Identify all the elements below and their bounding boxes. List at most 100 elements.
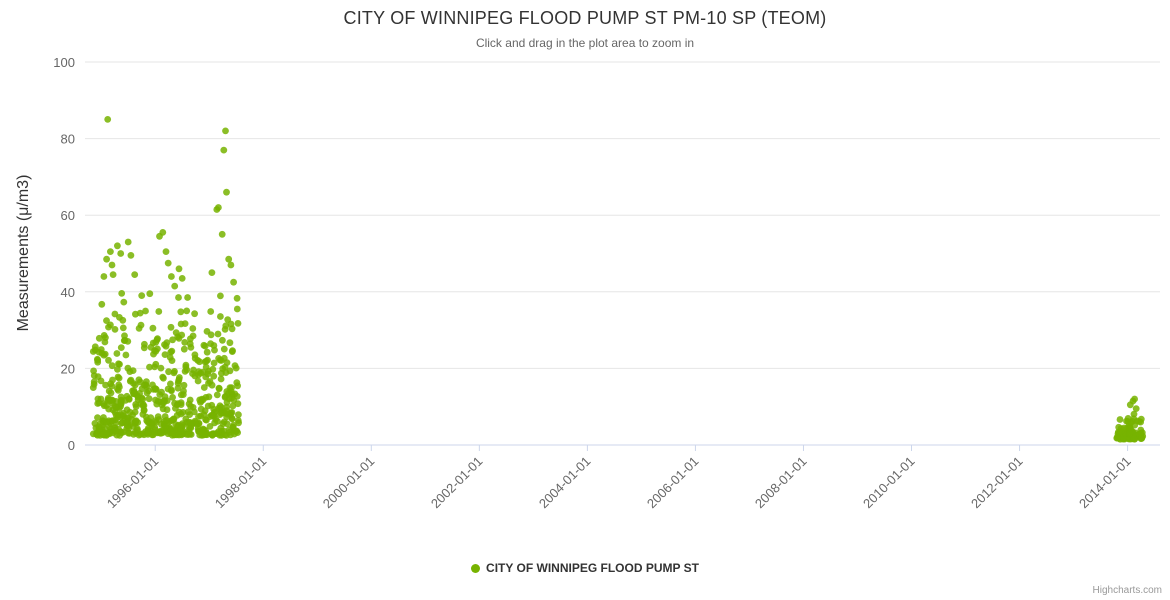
data-point[interactable] [223, 359, 231, 366]
data-point[interactable] [181, 339, 189, 346]
data-point[interactable] [132, 310, 139, 318]
data-point[interactable] [167, 380, 174, 388]
data-point[interactable] [235, 411, 242, 419]
data-point[interactable] [196, 396, 204, 404]
data-point[interactable] [102, 381, 109, 389]
data-point[interactable] [204, 356, 211, 364]
data-point[interactable] [218, 369, 225, 377]
data-point[interactable] [145, 395, 153, 403]
data-point[interactable] [184, 294, 192, 301]
data-point[interactable] [218, 230, 226, 238]
data-point[interactable] [178, 331, 186, 339]
data-point[interactable] [155, 308, 163, 315]
data-point[interactable] [203, 348, 211, 356]
data-point[interactable] [220, 146, 228, 154]
data-point[interactable] [230, 278, 238, 286]
data-point[interactable] [125, 395, 133, 403]
data-point[interactable] [142, 307, 149, 315]
data-point[interactable] [127, 252, 135, 259]
data-point[interactable] [227, 320, 235, 328]
data-point[interactable] [217, 357, 225, 364]
data-point[interactable] [226, 429, 233, 436]
data-point[interactable] [223, 188, 230, 196]
data-point[interactable] [180, 387, 187, 395]
data-point[interactable] [105, 356, 112, 364]
data-point[interactable] [194, 377, 202, 385]
data-point[interactable] [119, 324, 127, 332]
data-point[interactable] [228, 348, 236, 355]
data-point[interactable] [202, 416, 210, 423]
data-point[interactable] [232, 364, 240, 372]
data-point[interactable] [141, 381, 148, 389]
data-point[interactable] [118, 396, 125, 404]
data-point[interactable] [183, 307, 191, 315]
data-point[interactable] [226, 339, 234, 347]
data-point[interactable] [131, 408, 139, 416]
data-point[interactable] [210, 405, 218, 413]
data-point[interactable] [191, 354, 199, 362]
data-point[interactable] [181, 320, 189, 327]
data-point[interactable] [174, 384, 182, 392]
data-point[interactable] [177, 427, 185, 435]
data-point[interactable] [139, 410, 147, 418]
data-point[interactable] [111, 403, 119, 410]
data-point[interactable] [114, 373, 122, 381]
data-point[interactable] [228, 415, 236, 422]
data-point[interactable] [196, 431, 204, 439]
data-point[interactable] [108, 362, 116, 370]
data-point[interactable] [179, 422, 187, 429]
data-point[interactable] [107, 248, 114, 256]
data-point[interactable] [197, 412, 205, 420]
data-point[interactable] [135, 325, 143, 332]
data-point[interactable] [108, 396, 116, 404]
data-point[interactable] [118, 290, 126, 297]
data-point[interactable] [105, 405, 113, 413]
data-point[interactable] [217, 403, 225, 411]
data-point[interactable] [1133, 417, 1141, 425]
data-point[interactable] [215, 204, 222, 211]
data-point[interactable] [227, 261, 235, 269]
data-point[interactable] [152, 385, 160, 393]
data-point[interactable] [170, 431, 178, 439]
data-point[interactable] [228, 384, 236, 391]
data-point[interactable] [146, 290, 154, 298]
data-point[interactable] [105, 323, 112, 331]
data-point[interactable] [212, 430, 220, 437]
data-point[interactable] [226, 367, 234, 375]
data-point[interactable] [111, 326, 119, 333]
data-point[interactable] [191, 310, 199, 318]
data-point[interactable] [151, 363, 159, 371]
data-point[interactable] [214, 330, 222, 338]
data-point[interactable] [213, 391, 221, 399]
data-point[interactable] [114, 387, 122, 394]
data-point[interactable] [158, 388, 165, 396]
data-point[interactable] [167, 323, 175, 331]
data-point[interactable] [175, 265, 183, 273]
data-point[interactable] [132, 417, 140, 425]
data-point[interactable] [118, 429, 125, 437]
data-point[interactable] [139, 430, 147, 437]
data-point[interactable] [147, 414, 155, 422]
data-point[interactable] [145, 387, 152, 395]
data-point[interactable] [234, 320, 242, 327]
data-point[interactable] [184, 431, 192, 438]
data-point[interactable] [223, 407, 231, 415]
data-point[interactable] [159, 229, 167, 236]
data-point[interactable] [157, 427, 165, 435]
data-point[interactable] [103, 317, 110, 324]
legend-item[interactable]: CITY OF WINNIPEG FLOOD PUMP ST [471, 561, 699, 575]
data-point[interactable] [165, 368, 173, 376]
data-point[interactable] [120, 409, 127, 417]
data-point[interactable] [162, 248, 170, 256]
data-point[interactable] [94, 400, 102, 407]
data-point[interactable] [176, 374, 183, 381]
data-point[interactable] [114, 242, 121, 250]
data-point[interactable] [167, 348, 175, 356]
data-point[interactable] [164, 259, 172, 267]
data-point[interactable] [234, 400, 242, 408]
data-point[interactable] [232, 428, 240, 435]
data-point[interactable] [135, 376, 143, 384]
data-point[interactable] [166, 354, 174, 361]
data-point[interactable] [220, 345, 228, 353]
